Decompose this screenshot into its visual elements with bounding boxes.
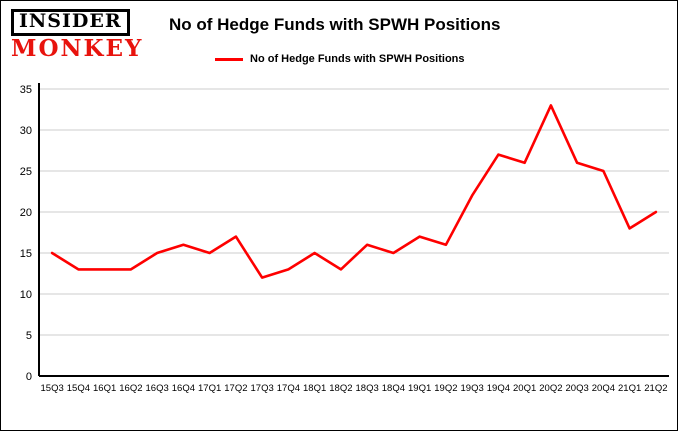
x-axis-label: 18Q2 — [329, 383, 352, 394]
y-axis-label: 30 — [20, 125, 32, 137]
x-axis-label: 19Q1 — [408, 383, 431, 394]
data-line-series — [50, 104, 658, 279]
y-axis-label: 20 — [20, 207, 32, 219]
y-axis-label: 0 — [26, 371, 32, 383]
y-axis-label: 15 — [20, 248, 32, 260]
x-axis-label: 19Q3 — [461, 383, 484, 394]
x-axis-label: 20Q3 — [566, 383, 589, 394]
x-axis-label: 15Q4 — [67, 383, 90, 394]
x-axis-label: 17Q4 — [277, 383, 300, 394]
x-axis-label: 20Q1 — [513, 383, 536, 394]
legend-line-swatch — [215, 57, 243, 61]
x-axis-label: 17Q3 — [251, 383, 274, 394]
x-axis-label: 20Q4 — [592, 383, 615, 394]
x-axis-label: 18Q1 — [303, 383, 326, 394]
chart-legend: No of Hedge Funds with SPWH Positions — [215, 53, 465, 65]
y-axis-label: 25 — [20, 166, 32, 178]
x-axis-label: 21Q2 — [644, 383, 667, 394]
legend-label: No of Hedge Funds with SPWH Positions — [250, 53, 465, 65]
x-axis-label: 18Q4 — [382, 383, 405, 394]
logo-insider-text: INSIDER — [11, 9, 130, 36]
logo-monkey-text: MONKEY — [11, 34, 144, 62]
y-axis-label: 10 — [20, 289, 32, 301]
insider-monkey-logo: INSIDER MONKEY — [11, 9, 161, 60]
y-axis-label: 35 — [20, 84, 32, 96]
x-axis-label: 15Q3 — [41, 383, 64, 394]
x-axis-label: 19Q2 — [434, 383, 457, 394]
x-axis-label: 16Q3 — [146, 383, 169, 394]
x-axis-label: 17Q1 — [198, 383, 221, 394]
x-axis-label: 19Q4 — [487, 383, 510, 394]
x-axis-label: 16Q4 — [172, 383, 195, 394]
x-axis-label: 20Q2 — [539, 383, 562, 394]
chart-title: No of Hedge Funds with SPWH Positions — [169, 15, 501, 34]
y-axis-label: 5 — [26, 330, 32, 342]
x-axis-label: 16Q1 — [93, 383, 116, 394]
x-axis-label: 17Q2 — [224, 383, 247, 394]
x-axis-label: 21Q1 — [618, 383, 641, 394]
x-axis-label: 16Q2 — [119, 383, 142, 394]
x-axis-label: 18Q3 — [356, 383, 379, 394]
